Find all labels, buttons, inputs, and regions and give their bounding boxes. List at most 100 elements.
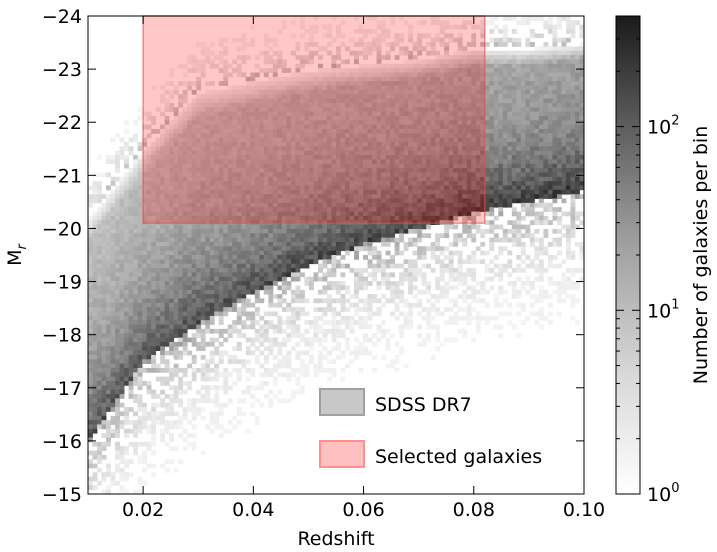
histogram-cell	[363, 276, 368, 282]
histogram-cell	[232, 128, 238, 134]
histogram-cell	[385, 285, 391, 291]
histogram-cell	[340, 176, 346, 182]
histogram-cell	[106, 268, 111, 273]
histogram-cell	[363, 181, 368, 186]
histogram-cell	[290, 133, 296, 139]
histogram-cell	[142, 328, 148, 334]
histogram-cell	[205, 168, 211, 173]
histogram-cell	[308, 168, 314, 173]
histogram-cell	[254, 333, 260, 338]
histogram-cell	[336, 133, 341, 139]
histogram-cell	[408, 211, 414, 217]
histogram-cell	[358, 341, 364, 347]
histogram-cell	[390, 237, 396, 243]
histogram-cell	[119, 198, 125, 204]
histogram-cell	[187, 198, 193, 204]
histogram-cell	[290, 128, 296, 134]
histogram-cell	[214, 55, 220, 60]
histogram-cell	[317, 133, 323, 139]
histogram-cell	[412, 268, 418, 273]
histogram-cell	[155, 276, 161, 282]
histogram-cell	[399, 98, 405, 104]
histogram-cell	[205, 241, 211, 247]
histogram-cell	[106, 328, 111, 334]
histogram-cell	[164, 233, 170, 239]
histogram-cell	[164, 228, 170, 234]
histogram-cell	[106, 467, 111, 473]
histogram-cell	[336, 289, 341, 295]
histogram-cell	[277, 59, 283, 65]
histogram-cell	[137, 198, 143, 204]
histogram-cell	[426, 98, 432, 104]
histogram-cell	[115, 402, 120, 408]
histogram-cell	[326, 255, 332, 260]
histogram-cell	[390, 228, 396, 234]
histogram-cell	[160, 376, 166, 382]
histogram-cell	[250, 155, 256, 160]
histogram-cell	[299, 350, 305, 356]
histogram-cell	[399, 128, 405, 134]
histogram-cell	[151, 437, 157, 443]
histogram-cell	[313, 237, 319, 243]
histogram-cell	[196, 315, 202, 321]
histogram-cell	[336, 311, 341, 317]
histogram-cell	[372, 124, 377, 130]
histogram-cell	[381, 142, 386, 147]
histogram-cell	[272, 89, 278, 95]
histogram-cell	[299, 81, 305, 86]
histogram-cell	[299, 241, 305, 247]
histogram-cell	[92, 224, 98, 230]
histogram-cell	[354, 89, 359, 95]
histogram-cell	[408, 124, 414, 130]
histogram-cell	[372, 137, 377, 143]
histogram-cell	[241, 155, 247, 160]
histogram-cell	[272, 272, 278, 278]
histogram-cell	[88, 194, 93, 199]
histogram-cell	[218, 98, 224, 104]
histogram-cell	[137, 172, 143, 178]
histogram-cell	[331, 198, 337, 204]
histogram-cell	[92, 281, 98, 286]
histogram-cell	[209, 294, 215, 299]
histogram-cell	[372, 198, 377, 204]
histogram-cell	[381, 211, 386, 217]
histogram-cell	[209, 385, 215, 391]
histogram-cell	[403, 20, 409, 26]
histogram-cell	[151, 328, 157, 334]
histogram-cell	[277, 172, 283, 178]
histogram-cell	[160, 328, 166, 334]
histogram-cell	[200, 311, 206, 317]
histogram-cell	[191, 433, 197, 438]
histogram-cell	[182, 142, 188, 147]
histogram-cell	[182, 237, 188, 243]
histogram-cell	[421, 124, 427, 130]
histogram-cell	[268, 168, 274, 173]
histogram-cell	[403, 120, 409, 126]
histogram-cell	[187, 211, 193, 217]
histogram-cell	[182, 298, 188, 304]
histogram-cell	[259, 115, 265, 121]
histogram-cell	[290, 181, 296, 186]
histogram-cell	[209, 163, 215, 169]
histogram-cell	[92, 376, 98, 382]
histogram-cell	[218, 228, 224, 234]
histogram-cell	[155, 107, 161, 112]
histogram-cell	[345, 202, 350, 208]
histogram-cell	[263, 189, 269, 195]
histogram-cell	[151, 241, 157, 247]
histogram-cell	[101, 315, 107, 321]
histogram-cell	[286, 107, 292, 112]
histogram-cell	[354, 94, 359, 99]
histogram-cell	[277, 189, 283, 195]
histogram-cell	[173, 367, 179, 373]
histogram-cell	[430, 20, 436, 26]
histogram-cell	[155, 159, 161, 165]
histogram-cell	[394, 224, 400, 230]
histogram-cell	[376, 181, 382, 186]
histogram-cell	[218, 411, 224, 417]
histogram-cell	[340, 307, 346, 312]
histogram-cell	[196, 324, 202, 330]
histogram-cell	[151, 189, 157, 195]
histogram-cell	[354, 42, 359, 47]
histogram-cell	[124, 163, 129, 169]
